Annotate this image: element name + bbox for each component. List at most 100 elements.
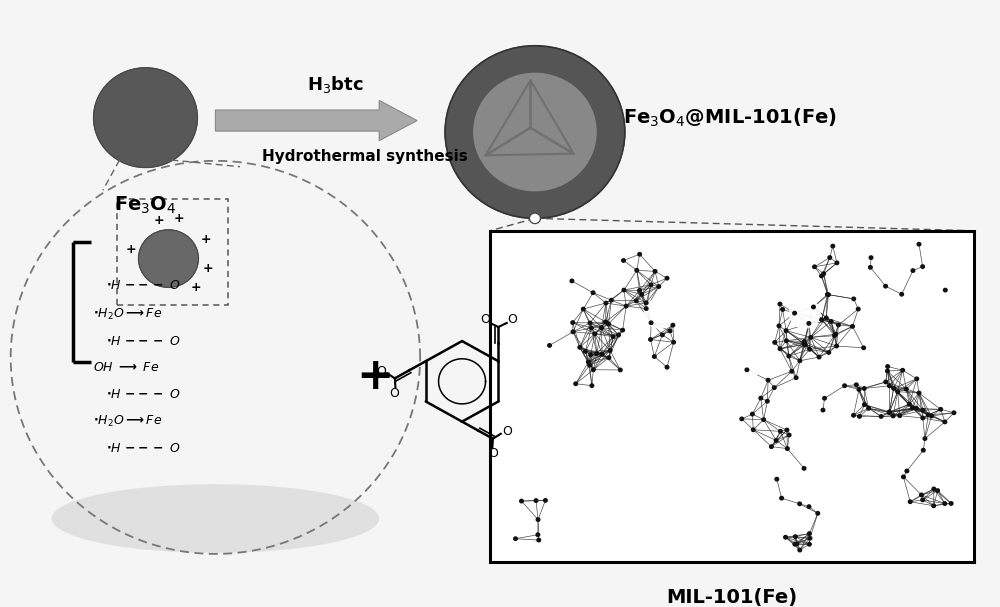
Circle shape [900, 293, 903, 296]
Circle shape [140, 231, 197, 285]
Circle shape [780, 497, 783, 500]
Circle shape [862, 346, 865, 350]
Circle shape [831, 245, 835, 248]
Circle shape [111, 84, 167, 138]
Circle shape [153, 244, 174, 264]
Circle shape [94, 68, 197, 167]
Circle shape [142, 233, 193, 282]
Circle shape [139, 231, 197, 287]
Circle shape [536, 533, 540, 537]
Circle shape [513, 111, 537, 134]
Circle shape [497, 96, 561, 157]
Circle shape [590, 384, 594, 387]
Circle shape [574, 382, 578, 385]
Circle shape [475, 75, 574, 170]
Circle shape [152, 243, 175, 265]
Circle shape [485, 84, 580, 175]
Circle shape [498, 97, 536, 134]
Circle shape [952, 411, 956, 415]
Circle shape [624, 304, 628, 308]
Circle shape [150, 240, 180, 270]
Circle shape [915, 407, 918, 410]
Circle shape [548, 344, 551, 347]
Circle shape [100, 73, 187, 157]
Circle shape [500, 98, 557, 153]
Circle shape [808, 348, 811, 351]
Circle shape [492, 90, 569, 165]
Circle shape [884, 380, 888, 384]
Circle shape [852, 297, 856, 300]
Circle shape [504, 103, 527, 124]
Circle shape [140, 231, 196, 285]
Circle shape [502, 100, 554, 151]
Text: O: O [502, 425, 512, 438]
Circle shape [798, 548, 802, 552]
Circle shape [820, 318, 823, 321]
Circle shape [908, 402, 911, 406]
Circle shape [511, 109, 540, 137]
Circle shape [504, 102, 551, 148]
Circle shape [155, 245, 171, 261]
Circle shape [474, 73, 577, 172]
Circle shape [785, 429, 789, 432]
Circle shape [129, 102, 134, 107]
Circle shape [649, 283, 653, 287]
Circle shape [474, 74, 595, 190]
Circle shape [785, 339, 788, 342]
Circle shape [118, 91, 154, 126]
Circle shape [455, 55, 608, 202]
Circle shape [773, 341, 777, 344]
Circle shape [109, 82, 171, 142]
Circle shape [476, 76, 573, 169]
Circle shape [644, 301, 648, 305]
Circle shape [155, 246, 171, 261]
Circle shape [144, 236, 189, 278]
Circle shape [448, 48, 621, 214]
Circle shape [478, 78, 590, 185]
Circle shape [604, 301, 608, 305]
Circle shape [130, 103, 133, 106]
Circle shape [649, 337, 652, 341]
Circle shape [480, 80, 587, 182]
Circle shape [117, 90, 156, 127]
Circle shape [774, 439, 778, 442]
Circle shape [519, 117, 528, 126]
Circle shape [503, 101, 528, 125]
Circle shape [480, 80, 566, 161]
Circle shape [146, 237, 185, 275]
Circle shape [100, 74, 186, 157]
Circle shape [495, 93, 542, 139]
Circle shape [130, 103, 133, 105]
Circle shape [142, 233, 192, 282]
Circle shape [855, 383, 858, 387]
Circle shape [446, 47, 623, 217]
Circle shape [141, 232, 194, 283]
Circle shape [146, 237, 186, 275]
Circle shape [607, 356, 611, 359]
Circle shape [896, 390, 899, 393]
Circle shape [863, 403, 866, 406]
Text: $\mathbf{\cdot}$H $\mathbf{---}$ O: $\mathbf{\cdot}$H $\mathbf{---}$ O [106, 334, 180, 348]
Circle shape [571, 330, 575, 333]
Circle shape [514, 112, 536, 133]
Circle shape [921, 416, 925, 419]
Circle shape [704, 336, 760, 390]
Text: +: + [153, 214, 164, 227]
Circle shape [97, 72, 191, 161]
Circle shape [491, 90, 570, 166]
Circle shape [479, 78, 569, 164]
Circle shape [905, 469, 909, 473]
Circle shape [147, 239, 183, 273]
Circle shape [571, 321, 575, 324]
Text: $\mathbf{\cdot}$H$_2$O$\mathbf{\longrightarrow}$Fe: $\mathbf{\cdot}$H$_2$O$\mathbf{\longrigh… [93, 414, 162, 429]
Circle shape [506, 104, 524, 121]
Circle shape [807, 322, 811, 325]
Circle shape [478, 77, 570, 166]
Circle shape [506, 104, 548, 145]
Circle shape [101, 75, 184, 155]
Circle shape [149, 240, 182, 271]
Circle shape [653, 355, 656, 358]
Circle shape [472, 72, 580, 175]
Circle shape [464, 64, 593, 188]
Circle shape [485, 84, 559, 155]
